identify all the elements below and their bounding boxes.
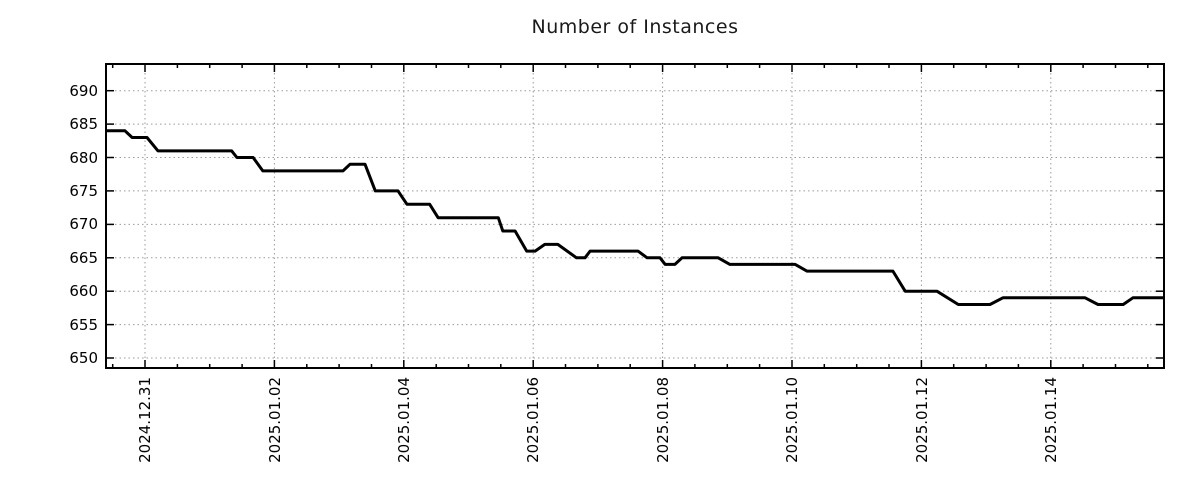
x-axis-tick-label: 2025.01.06 (524, 377, 543, 463)
y-axis-tick-label: 665 (69, 248, 98, 267)
y-axis-tick-label: 655 (69, 315, 98, 334)
x-axis-tick-label: 2025.01.08 (653, 377, 672, 463)
x-axis-tick-label: 2025.01.10 (783, 377, 801, 463)
chart-title: Number of Instances (531, 16, 739, 38)
y-axis-tick-label: 660 (69, 282, 98, 301)
y-axis-tick-label: 685 (69, 115, 98, 134)
x-axis-tick-label: 2024.12.31 (136, 377, 155, 463)
y-axis-tick-label: 675 (69, 181, 98, 200)
y-axis-tick-label: 670 (69, 215, 98, 234)
x-axis-tick-label: 2025.01.04 (394, 377, 413, 463)
x-axis-tick-label: 2025.01.12 (912, 377, 931, 463)
y-axis-tick-label: 690 (69, 81, 98, 100)
y-axis-tick-label: 650 (69, 348, 98, 367)
x-axis-tick-label: 2025.01.14 (1041, 377, 1060, 463)
x-axis-tick-label: 2025.01.02 (265, 377, 284, 463)
y-axis-tick-label: 680 (69, 148, 98, 167)
